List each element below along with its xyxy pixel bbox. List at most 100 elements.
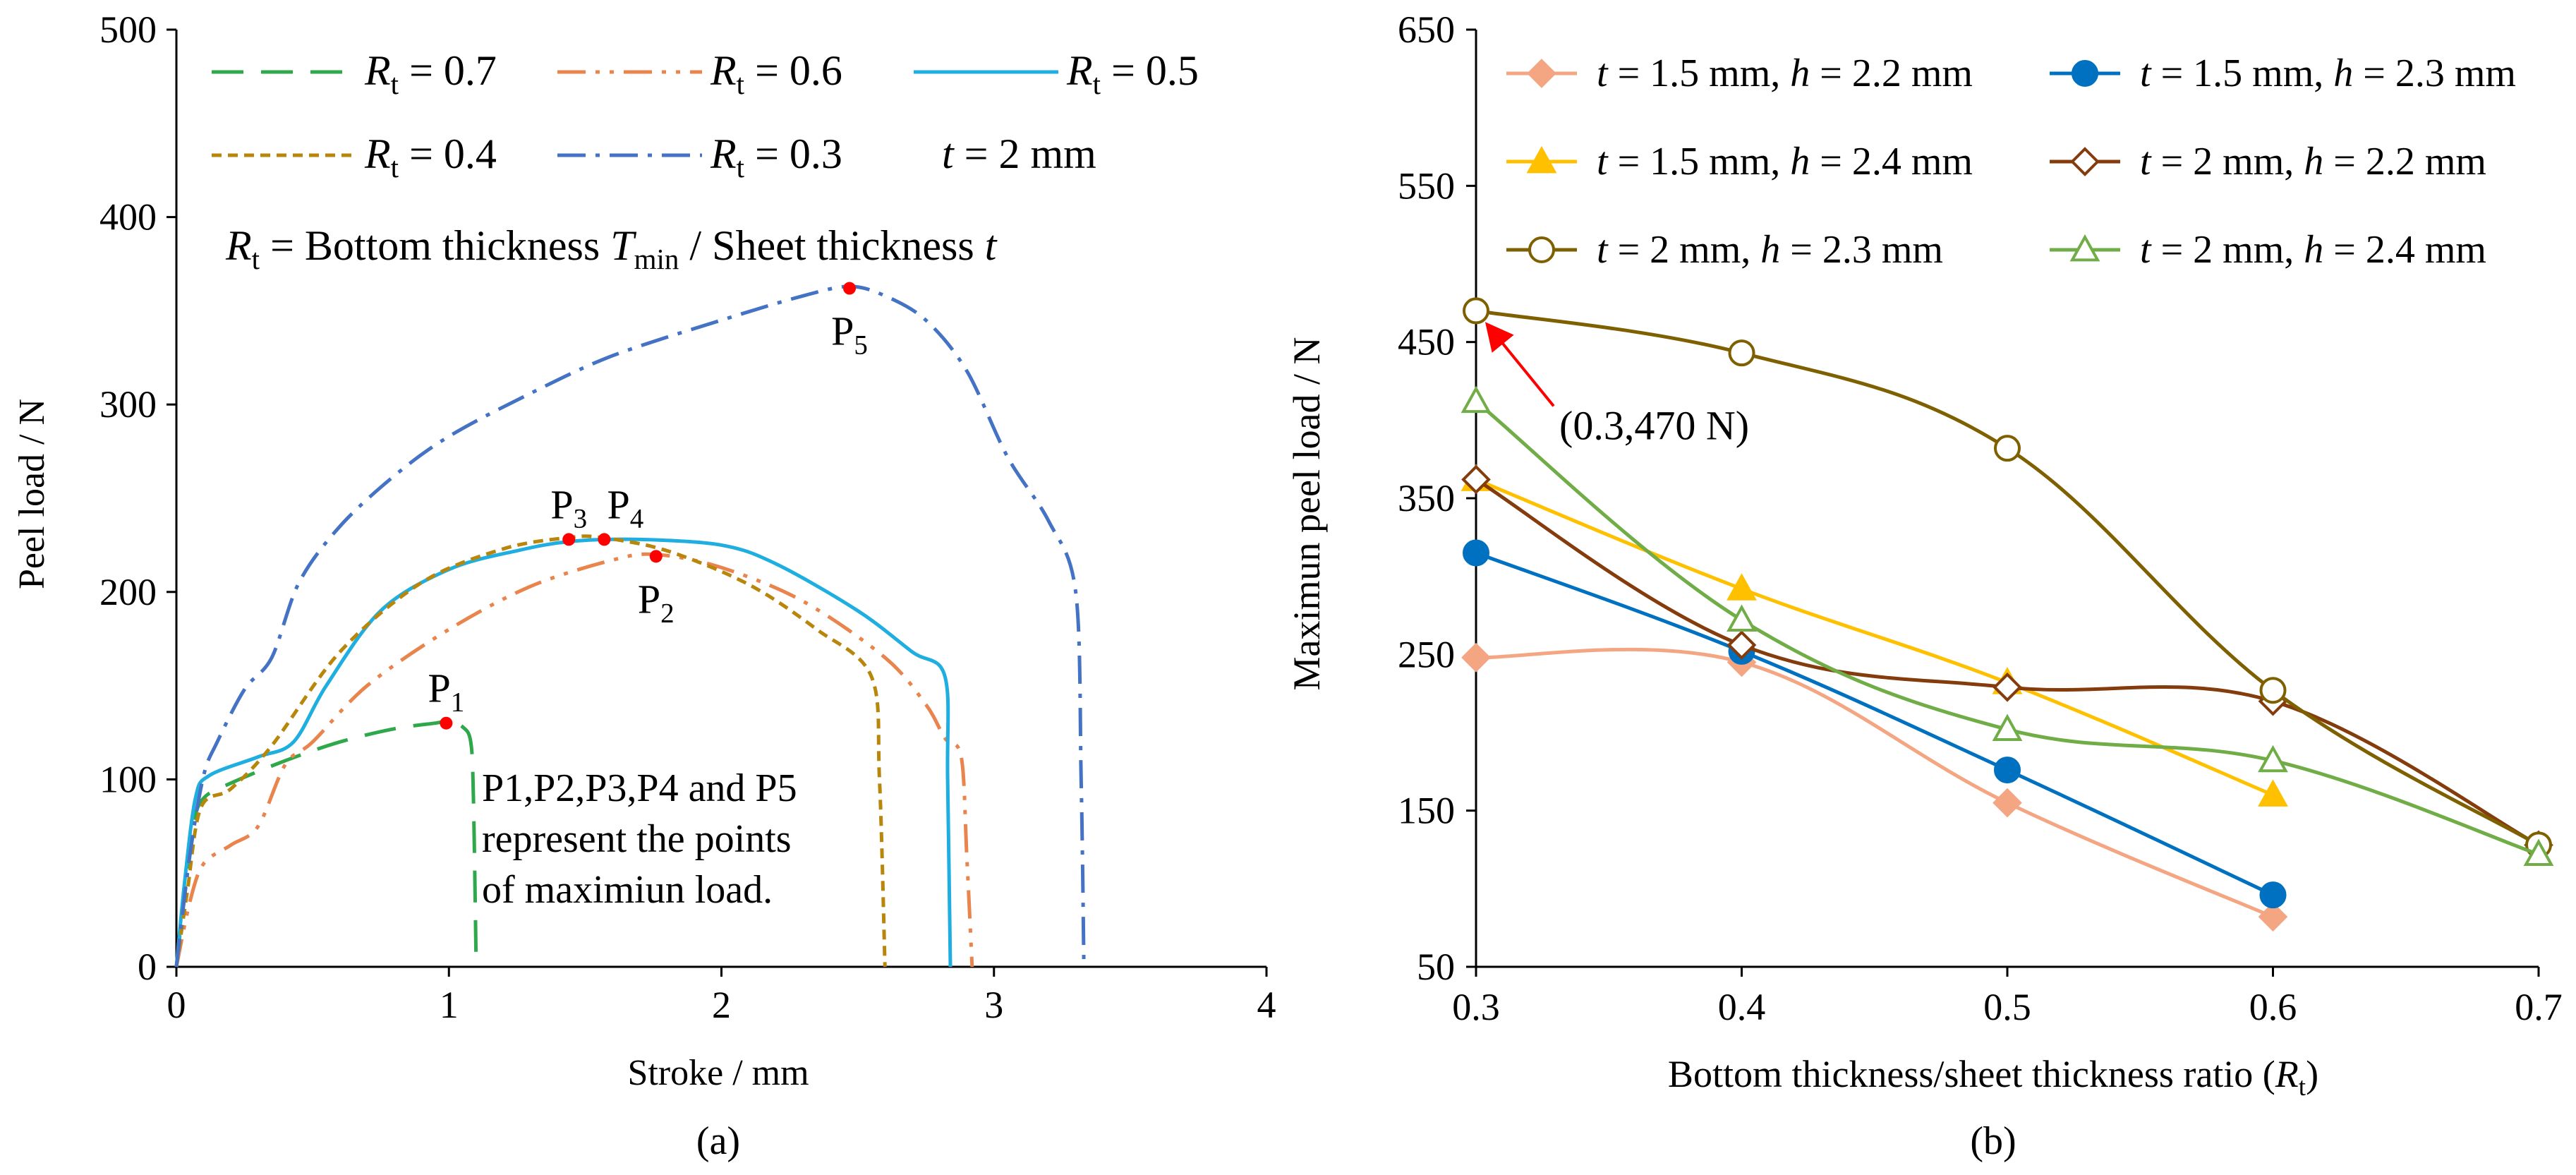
- chart-b-point: [1994, 435, 2021, 462]
- chart-b-legend-label: t = 1.5 mm, h = 2.4 mm: [1597, 140, 1973, 183]
- chart-b-ylabel: Maximun peel load / N: [1286, 337, 1328, 691]
- chart-b-x-tick-label: 0.6: [2249, 986, 2297, 1028]
- chart-a-axes: 0 1 2 3 4 0 100 200 300 400 500: [99, 8, 1276, 1026]
- chart-b: 0.3 0.4 0.5 0.6 0.7 50 150 250 350 450 550 650 t = …: [1286, 8, 2563, 1163]
- chart-a-max-point-5: [843, 282, 857, 295]
- chart-b-point: [2258, 745, 2288, 773]
- chart-a-y-tick-label: 100: [99, 758, 157, 800]
- chart-b-legend-marker: [2070, 147, 2100, 176]
- chart-a-legend-label: Rt = 0.3: [710, 131, 842, 183]
- chart-a-y-tick-label: 300: [99, 383, 157, 426]
- chart-a-max-point-label: P4: [607, 481, 644, 534]
- chart-b-y-tick-label: 150: [1398, 790, 1455, 832]
- chart-a-x-tick-label: 4: [1257, 984, 1276, 1026]
- chart-b-xlabel: Bottom thickness/sheet thickness ratio (…: [1668, 1053, 2318, 1102]
- chart-b-axes: 0.3 0.4 0.5 0.6 0.7 50 150 250 350 450 550 650: [1398, 8, 2563, 1028]
- chart-b-point: [2258, 902, 2288, 932]
- chart-b-legend-label: t = 2 mm, h = 2.2 mm: [2140, 140, 2486, 183]
- chart-b-point: [1463, 297, 1489, 325]
- chart-b-legend-marker: [1526, 145, 1557, 174]
- chart-a-annotation: P1,P2,P3,P4 and P5 represent the points of…: [482, 766, 797, 912]
- chart-b-point: [2259, 881, 2287, 909]
- chart-a-max-point-label: P2: [638, 576, 675, 628]
- chart-a-legend-definition: Rt = Bottom thickness Tmin / Sheet thick…: [225, 222, 998, 275]
- chart-b-y-tick-label: 450: [1398, 321, 1455, 363]
- chart-b-point: [1461, 385, 1492, 414]
- chart-b-panel-label: (b): [1970, 1119, 2016, 1163]
- chart-a-series-line-2: [174, 537, 953, 968]
- chart-b-legend-marker: [2069, 234, 2100, 262]
- chart-a-series-line-0: [174, 719, 478, 968]
- chart-b-x-tick-label: 0.3: [1452, 986, 1500, 1028]
- chart-a-max-point-label: P5: [831, 308, 868, 361]
- chart-b-xlabel-text: Bottom thickness/sheet thickness ratio (…: [1668, 1053, 2318, 1102]
- chart-b-point: [1728, 339, 1755, 367]
- chart-b-point: [1461, 642, 1491, 673]
- chart-b-y-tick-label: 50: [1417, 946, 1455, 988]
- chart-b-series: [1461, 297, 2554, 932]
- chart-a-x-tick-label: 3: [984, 984, 1003, 1026]
- chart-a-series-line-3: [174, 534, 887, 968]
- chart-b-series-line-5: [1475, 399, 2539, 856]
- chart-b-y-tick-label: 350: [1398, 477, 1455, 519]
- chart-b-point: [1727, 630, 1757, 660]
- chart-b-point: [1992, 713, 2023, 741]
- chart-a-series-line-1: [174, 552, 974, 968]
- chart-a-max-point-3: [562, 533, 576, 546]
- chart-b-point: [1461, 464, 1491, 495]
- chart-a-legend-label: t = 2 mm: [942, 131, 1096, 177]
- chart-b-point: [1993, 672, 2022, 702]
- chart-a-annotation-line: P1,P2,P3,P4 and P5: [482, 766, 797, 810]
- chart-b-x-tick-label: 0.7: [2515, 986, 2563, 1028]
- chart-a-series-line-4: [174, 284, 1086, 968]
- chart-b-point: [1727, 604, 1757, 632]
- chart-b-legend-label: t = 2 mm, h = 2.3 mm: [1597, 228, 1943, 272]
- chart-b-legend-marker: [1527, 59, 1556, 88]
- chart-b-y-tick-label: 650: [1398, 8, 1455, 51]
- chart-a-max-point-label: P1: [428, 665, 465, 718]
- chart-a-max-point-label: P3: [550, 481, 587, 534]
- chart-a-x-tick-label: 0: [167, 984, 186, 1026]
- chart-b-legend-label: t = 1.5 mm, h = 2.3 mm: [2140, 52, 2516, 95]
- chart-a: 0 1 2 3 4 0 100 200 300 400 500 P1 P2 P3 P4 P5 Rt = 0.…: [12, 8, 1276, 1163]
- chart-b-callout-arrow: [1484, 322, 1555, 407]
- chart-b-series-line-1: [1475, 551, 2274, 897]
- chart-a-max-point-2: [649, 550, 663, 563]
- chart-b-callout: (0.3,470 N): [1484, 322, 1749, 448]
- chart-b-point: [1727, 573, 1757, 601]
- chart-a-panel-label: (a): [696, 1119, 740, 1163]
- chart-b-x-tick-label: 0.4: [1718, 986, 1766, 1028]
- chart-b-point: [2523, 838, 2554, 867]
- chart-a-series: [174, 284, 1086, 968]
- chart-a-y-tick-label: 200: [99, 571, 157, 613]
- chart-a-x-tick-label: 1: [440, 984, 459, 1026]
- chart-a-y-tick-label: 500: [99, 8, 157, 51]
- chart-b-legend-marker: [2072, 60, 2098, 87]
- chart-b-y-tick-label: 250: [1398, 633, 1455, 675]
- chart-a-legend-label: Rt = 0.4: [364, 131, 497, 183]
- chart-a-ylabel: Peel load / N: [12, 399, 52, 589]
- chart-b-callout-label: (0.3,470 N): [1559, 402, 1749, 448]
- chart-b-point: [2259, 677, 2287, 704]
- chart-a-annotation-line: represent the points: [482, 817, 792, 861]
- chart-b-legend-label: t = 1.5 mm, h = 2.2 mm: [1597, 52, 1973, 95]
- chart-b-series-line-0: [1475, 647, 2274, 919]
- chart-a-max-point-4: [598, 533, 611, 546]
- chart-a-annotation-line: of maximiun load.: [482, 868, 773, 912]
- chart-b-legend-label: t = 2 mm, h = 2.4 mm: [2140, 228, 2486, 272]
- chart-a-max-point-1: [440, 716, 453, 730]
- chart-a-x-tick-label: 2: [712, 984, 731, 1026]
- chart-a-legend-label: Rt = 0.6: [710, 47, 842, 100]
- chart-a-max-points: P1 P2 P3 P4 P5: [428, 282, 868, 730]
- chart-a-y-tick-label: 0: [138, 946, 157, 988]
- chart-a-legend: Rt = 0.7 Rt = 0.6 Rt = 0.5 Rt = 0.4 Rt = 0.3…: [212, 47, 1199, 275]
- chart-b-y-tick-label: 550: [1398, 164, 1455, 207]
- chart-b-point: [1463, 539, 1489, 567]
- chart-a-legend-label: Rt = 0.5: [1066, 47, 1199, 100]
- chart-a-y-tick-label: 400: [99, 196, 157, 239]
- chart-b-point: [1993, 788, 2022, 818]
- chart-b-legend-marker: [1528, 236, 1555, 263]
- chart-a-xlabel: Stroke / mm: [627, 1053, 809, 1093]
- chart-b-point: [1994, 757, 2021, 784]
- chart-b-x-tick-label: 0.5: [1983, 986, 2031, 1028]
